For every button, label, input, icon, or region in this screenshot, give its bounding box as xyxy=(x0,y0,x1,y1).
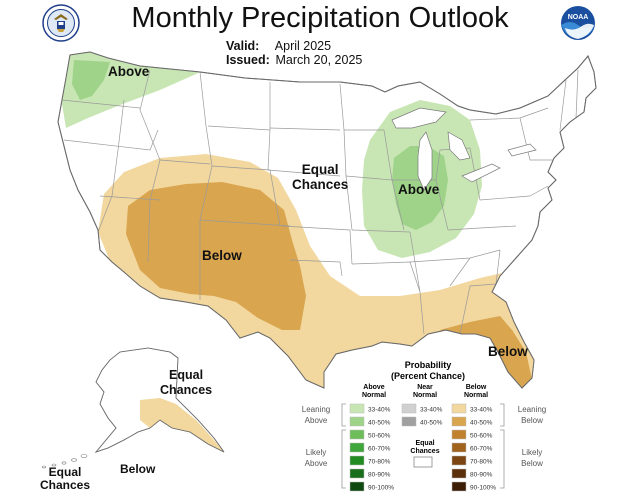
legend-above-6-swatch xyxy=(349,481,365,492)
bracket-likely-above xyxy=(341,429,346,489)
legend-above-1-label: 40-50% xyxy=(368,420,391,427)
noaa-logo-icon: NOAA xyxy=(561,6,595,40)
label-central-equal-chances: Equal Chances xyxy=(292,162,349,192)
nw-above-40-50 xyxy=(72,60,110,100)
legend: Probability (Percent Chance) Above Norma… xyxy=(302,360,546,492)
legend-below-2-label: 50-60% xyxy=(470,433,493,440)
equal-chances-2: Chances xyxy=(410,448,439,455)
legend-col-near-2: Normal xyxy=(413,392,437,399)
leaning-below-2: Below xyxy=(521,416,543,425)
noaa-logo-text: NOAA xyxy=(568,14,589,21)
legend-below-4-label: 70-80% xyxy=(470,459,493,466)
legend-title-1: Probability xyxy=(405,360,452,370)
legend-above-5-swatch xyxy=(349,468,365,479)
aleutian-islands xyxy=(41,454,88,469)
bracket-leaning-below xyxy=(500,403,505,427)
legend-above-0-label: 33-40% xyxy=(368,407,391,414)
legend-below-6-swatch xyxy=(451,481,467,492)
legend-near-0-swatch xyxy=(401,403,417,414)
issued-label: Issued: xyxy=(226,53,270,67)
alaska-below-33-40 xyxy=(140,398,224,452)
issued-value: March 20, 2025 xyxy=(275,53,363,67)
legend-col-above-1: Above xyxy=(363,384,385,391)
legend-near-0-label: 33-40% xyxy=(420,407,443,414)
legend-below-3-label: 60-70% xyxy=(470,446,493,453)
legend-col-near-1: Near xyxy=(417,384,433,391)
valid-value: April 2025 xyxy=(274,39,332,53)
leaning-above-2: Above xyxy=(305,416,328,425)
legend-above-1-swatch xyxy=(349,416,365,427)
likely-below-2: Below xyxy=(521,459,543,468)
likely-below-1: Likely xyxy=(522,448,542,457)
issued-date: Issued: March 20, 2025 xyxy=(226,53,362,67)
legend-below-1-label: 40-50% xyxy=(470,420,493,427)
legend-near-1-swatch xyxy=(401,416,417,427)
leaning-above-1: Leaning xyxy=(302,405,330,414)
legend-below-0-label: 33-40% xyxy=(470,407,493,414)
legend-above-3-swatch xyxy=(349,442,365,453)
label-alaska-equal-chances: Equal Chances xyxy=(160,368,213,397)
legend-below-0-swatch xyxy=(451,403,467,414)
likely-above-1: Likely xyxy=(306,448,326,457)
likely-above-2: Above xyxy=(305,459,328,468)
bracket-leaning-above xyxy=(341,403,346,427)
equal-chances-1: Equal xyxy=(415,440,434,447)
label-hawaii-equal-chances: Equal Chances xyxy=(40,465,91,492)
legend-title-2: (Percent Chance) xyxy=(391,371,465,381)
state-borders xyxy=(61,69,579,335)
legend-below-3-swatch xyxy=(451,442,467,453)
legend-above-3-label: 60-70% xyxy=(368,446,391,453)
legend-below-1-swatch xyxy=(451,416,467,427)
leaning-below-1: Leaning xyxy=(518,405,546,414)
legend-below-5-label: 80-90% xyxy=(470,472,493,479)
legend-above-2-label: 50-60% xyxy=(368,433,391,440)
legend-above-0-swatch xyxy=(349,403,365,414)
legend-above-4-swatch xyxy=(349,455,365,466)
legend-below-5-swatch xyxy=(451,468,467,479)
legend-near-1-label: 40-50% xyxy=(420,420,443,427)
label-florida-below: Below xyxy=(488,344,528,359)
southwest-below-40-50 xyxy=(126,182,306,330)
great-lakes xyxy=(391,107,537,191)
label-midwest-above: Above xyxy=(398,182,440,197)
page-title: Monthly Precipitation Outlook xyxy=(131,2,509,34)
midwest-above-40-50 xyxy=(392,146,448,230)
legend-below-4-swatch xyxy=(451,455,467,466)
label-southwest-below: Below xyxy=(202,248,242,263)
legend-col-below-1: Below xyxy=(466,384,487,391)
legend-above-2-swatch xyxy=(349,429,365,440)
label-northwest-above: Above xyxy=(108,64,150,79)
legend-above-5-label: 80-90% xyxy=(368,472,391,479)
bracket-likely-below xyxy=(500,429,505,489)
equal-chances-swatch xyxy=(413,456,433,468)
commerce-seal-icon xyxy=(42,4,80,42)
valid-label: Valid: xyxy=(226,39,260,53)
label-alaska-below: Below xyxy=(120,462,156,476)
legend-above-4-label: 70-80% xyxy=(368,459,391,466)
legend-col-above-2: Normal xyxy=(362,392,386,399)
legend-col-below-2: Normal xyxy=(464,392,488,399)
legend-below-2-swatch xyxy=(451,429,467,440)
legend-above-6-label: 90-100% xyxy=(368,485,394,492)
legend-below-6-label: 90-100% xyxy=(470,485,496,492)
valid-period: Valid: April 2025 xyxy=(226,39,331,53)
